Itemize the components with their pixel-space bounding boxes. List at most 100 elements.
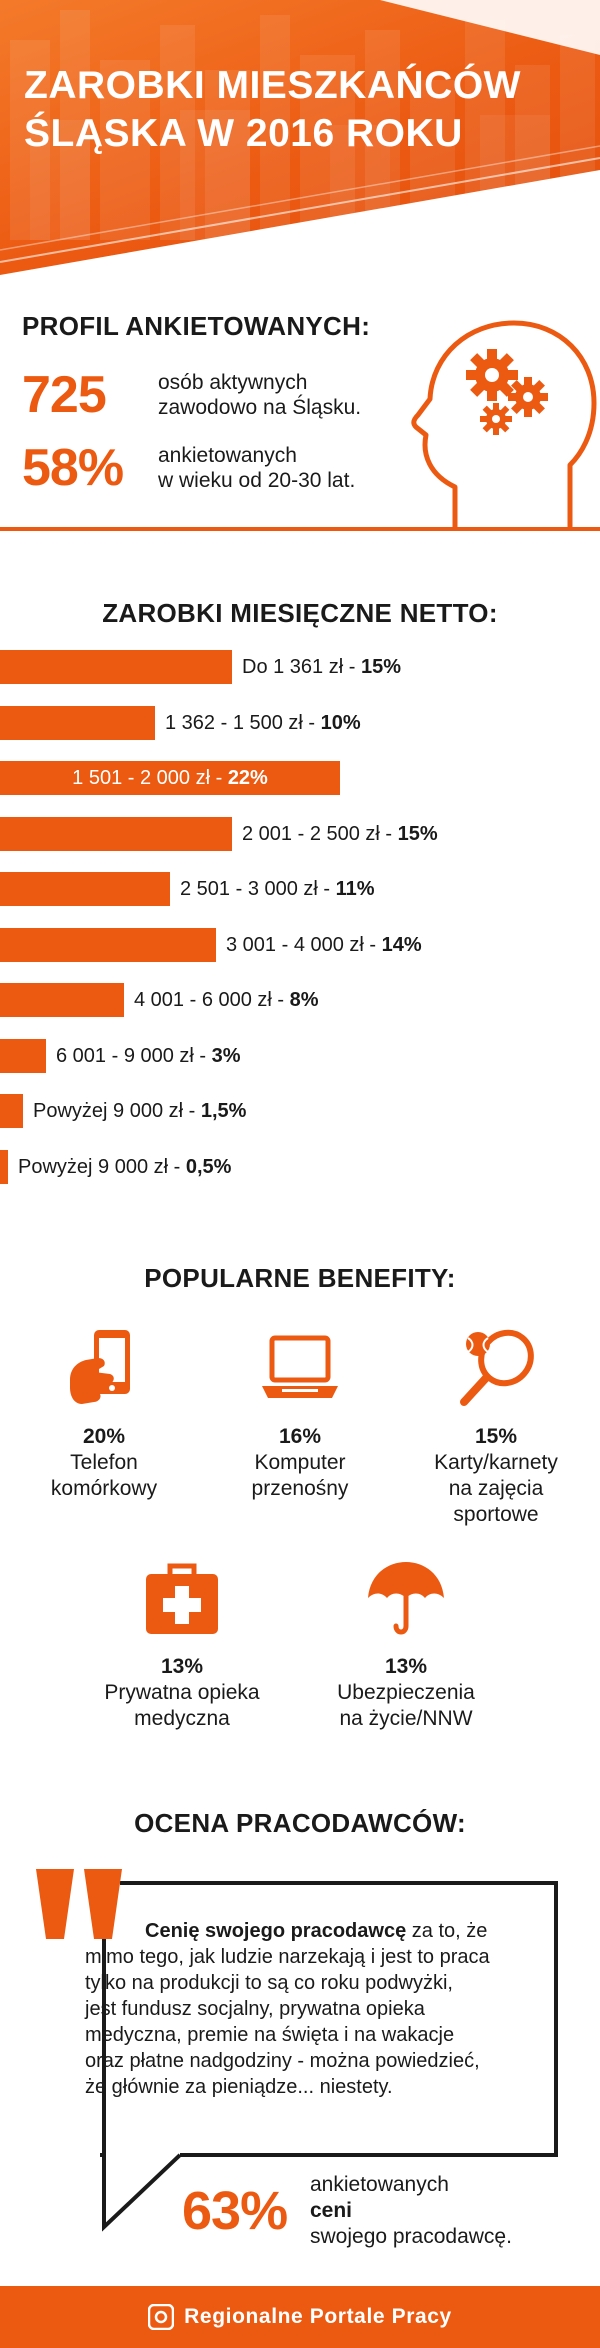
salary-bar-row: 4 001 - 6 000 zł - 8% <box>0 983 600 1019</box>
salary-bar-row: 2 501 - 3 000 zł - 11% <box>0 872 600 908</box>
benefit-name-line2: na zajęcia <box>448 1477 544 1500</box>
salary-bar <box>0 706 155 740</box>
salary-bar-value: 1,5% <box>200 1100 247 1122</box>
profile-stat-respondents: 725 osób aktywnych zawodowo na Śląsku. <box>22 365 361 425</box>
umbrella-icon <box>368 1562 444 1635</box>
salary-bar <box>0 1094 23 1128</box>
header-banner: ZAROBKI MIESZKAŃCÓW ŚLĄSKA W 2016 ROKU <box>0 0 600 275</box>
benefit-name-line1: Komputer <box>254 1451 346 1474</box>
benefit-name-line1: Ubezpieczenia <box>337 1681 475 1704</box>
quote-line-first: Cenię swojego pracodawcę za to, że <box>85 1918 540 1944</box>
benefit-name-line2: medyczna <box>134 1707 230 1730</box>
profile-stat-age: 58% ankietowanych w wieku od 20-30 lat. <box>22 438 355 498</box>
salary-bar <box>0 1150 8 1184</box>
benefit-name-line2: na życie/NNW <box>339 1707 473 1730</box>
salary-bar-category: 2 001 - 2 500 zł - <box>242 823 398 845</box>
salary-bar-category: Do 1 361 zł - <box>242 656 361 678</box>
stat-description: osób aktywnych zawodowo na Śląsku. <box>158 370 361 420</box>
profile-section: PROFIL ANKIETOWANYCH: 725 osób aktywnych… <box>0 285 600 545</box>
benefit-sport-cards: 15% Karty/karnety na zajęcia sportowe <box>396 1328 596 1528</box>
salary-bar-value: 3% <box>211 1045 241 1067</box>
salary-bar-category: Powyżej 9 000 zł - <box>18 1156 186 1178</box>
stat-number: 725 <box>22 366 107 424</box>
benefit-name-line1: Karty/karnety <box>434 1451 558 1474</box>
salary-bar-label: 6 001 - 9 000 zł - 3% <box>56 1039 241 1073</box>
quote-bold-lead: Cenię swojego pracodawcę <box>145 1920 407 1942</box>
footer-bar: Regionalne Portale Pracy <box>0 2286 600 2348</box>
quote-line: że głównie za pieniądze... niestety. <box>85 2076 393 2098</box>
salary-bar-label: 2 001 - 2 500 zł - 15% <box>242 817 438 851</box>
stat-description-line2: w wieku od 20-30 lat. <box>158 469 356 492</box>
benefit-name-line1: Prywatna opieka <box>104 1681 260 1704</box>
employer-quote: Cenię swojego pracodawcę za to, że mimo … <box>85 1918 540 2100</box>
benefit-name-line1: Telefon <box>70 1451 138 1474</box>
salary-bar <box>0 761 340 795</box>
salary-bar-category: 1 501 - 2 000 zł - <box>72 767 228 789</box>
page-title-line1: ZAROBKI MIESZKAŃCÓW <box>24 64 521 107</box>
salary-bar-category: 6 001 - 9 000 zł - <box>56 1045 212 1067</box>
salary-bar-row: 6 001 - 9 000 zł - 3% <box>0 1039 600 1075</box>
profile-heading: PROFIL ANKIETOWANYCH: <box>22 311 371 341</box>
benefit-laptop: 16% Komputer przenośny <box>200 1328 400 1502</box>
salary-bar-row: Powyżej 9 000 zł - 1,5% <box>0 1094 600 1130</box>
benefit-insurance: 13% Ubezpieczenia na życie/NNW <box>306 1558 506 1732</box>
laptop-icon <box>262 1335 338 1398</box>
benefit-percentage: 16% <box>278 1425 322 1448</box>
stat-text-bold: ceni <box>310 2199 353 2222</box>
salary-bar-row: 2 001 - 2 500 zł - 15% <box>0 817 600 853</box>
salary-bar-label: 2 501 - 3 000 zł - 11% <box>180 872 375 906</box>
salary-bar <box>0 817 232 851</box>
salary-bar-label: 3 001 - 4 000 zł - 14% <box>226 928 422 962</box>
salary-bar-label: 1 362 - 1 500 zł - 10% <box>165 706 361 740</box>
salary-bar-category: 4 001 - 6 000 zł - <box>134 989 290 1011</box>
quote-first-line-rest: za to, że <box>406 1920 488 1942</box>
benefit-percentage: 20% <box>82 1425 126 1448</box>
salary-bar-value: 0,5% <box>185 1156 232 1178</box>
quote-line: mimo tego, jak ludzie narzekają i jest t… <box>85 1946 490 1968</box>
tennis-racket-icon <box>460 1329 534 1406</box>
salary-bar-value: 14% <box>381 934 422 956</box>
employer-rating-heading: OCENA PRACODAWCÓW: <box>134 1808 466 1838</box>
medical-kit-icon <box>146 1563 218 1634</box>
stat-description-line1: osób aktywnych <box>158 371 308 394</box>
salary-bar-row: 1 362 - 1 500 zł - 10% <box>0 706 600 742</box>
quote-line: medyczna, premie na święta i na wakacje <box>85 2024 455 2046</box>
salary-bar <box>0 928 216 962</box>
salary-chart-title: ZAROBKI MIESIĘCZNE NETTO: <box>102 598 498 628</box>
quote-mark-icon <box>36 1869 122 1939</box>
stat-description-line1: ankietowanych <box>158 444 297 467</box>
speech-bubble-frame <box>36 1869 558 2232</box>
benefit-phone: 20% Telefon komórkowy <box>4 1328 204 1502</box>
head-with-gears-icon <box>411 320 597 527</box>
stat-number: 63% <box>182 2181 288 2241</box>
stat-description-line2: swojego pracodawcę. <box>310 2225 512 2248</box>
salary-bar-row: Do 1 361 zł - 15% <box>0 650 600 686</box>
phone-in-hand-icon <box>70 1330 130 1404</box>
stat-text-part: ankietowanych <box>310 2173 449 2196</box>
salary-bar-value: 10% <box>320 712 361 734</box>
header-diagonal-cut <box>0 0 600 275</box>
salary-bar-row: 1 501 - 2 000 zł - 22% <box>0 761 600 797</box>
stat-description: ankietowanych w wieku od 20-30 lat. <box>158 443 355 493</box>
quote-line: oraz płatne nadgodziny - można powiedzie… <box>85 2050 480 2072</box>
salary-bar-category: 3 001 - 4 000 zł - <box>226 934 382 956</box>
salary-bar <box>0 983 124 1017</box>
page-title-line2: ŚLĄSKA W 2016 ROKU <box>24 112 463 155</box>
salary-bar-label: Powyżej 9 000 zł - 0,5% <box>18 1150 231 1184</box>
salary-bar-label: 4 001 - 6 000 zł - 8% <box>134 983 319 1017</box>
profile-frame-line <box>0 527 600 531</box>
salary-bar <box>0 650 232 684</box>
benefits-heading: POPULARNE BENEFITY: <box>144 1263 456 1293</box>
salary-bar-chart: Do 1 361 zł - 15% 1 362 - 1 500 zł - 10% 1… <box>0 650 600 1210</box>
stat-number: 58% <box>22 439 124 497</box>
footer-brand-link[interactable]: Regionalne Portale Pracy <box>184 2305 452 2328</box>
quote-line: tylko na produkcji to są co roku podwyżk… <box>85 1972 453 1994</box>
stat-description: ankietowanych ceni swojego pracodawcę. <box>310 2172 512 2250</box>
benefit-name-line2: przenośny <box>251 1477 349 1500</box>
salary-bar-value: 22% <box>227 767 268 789</box>
salary-bar-value: 8% <box>289 989 319 1011</box>
salary-bar-value: 15% <box>397 823 438 845</box>
benefit-medical: 13% Prywatna opieka medyczna <box>82 1558 282 1732</box>
salary-bar-category: 1 362 - 1 500 zł - <box>165 712 321 734</box>
salary-bar-label: 1 501 - 2 000 zł - 22% <box>0 761 340 795</box>
